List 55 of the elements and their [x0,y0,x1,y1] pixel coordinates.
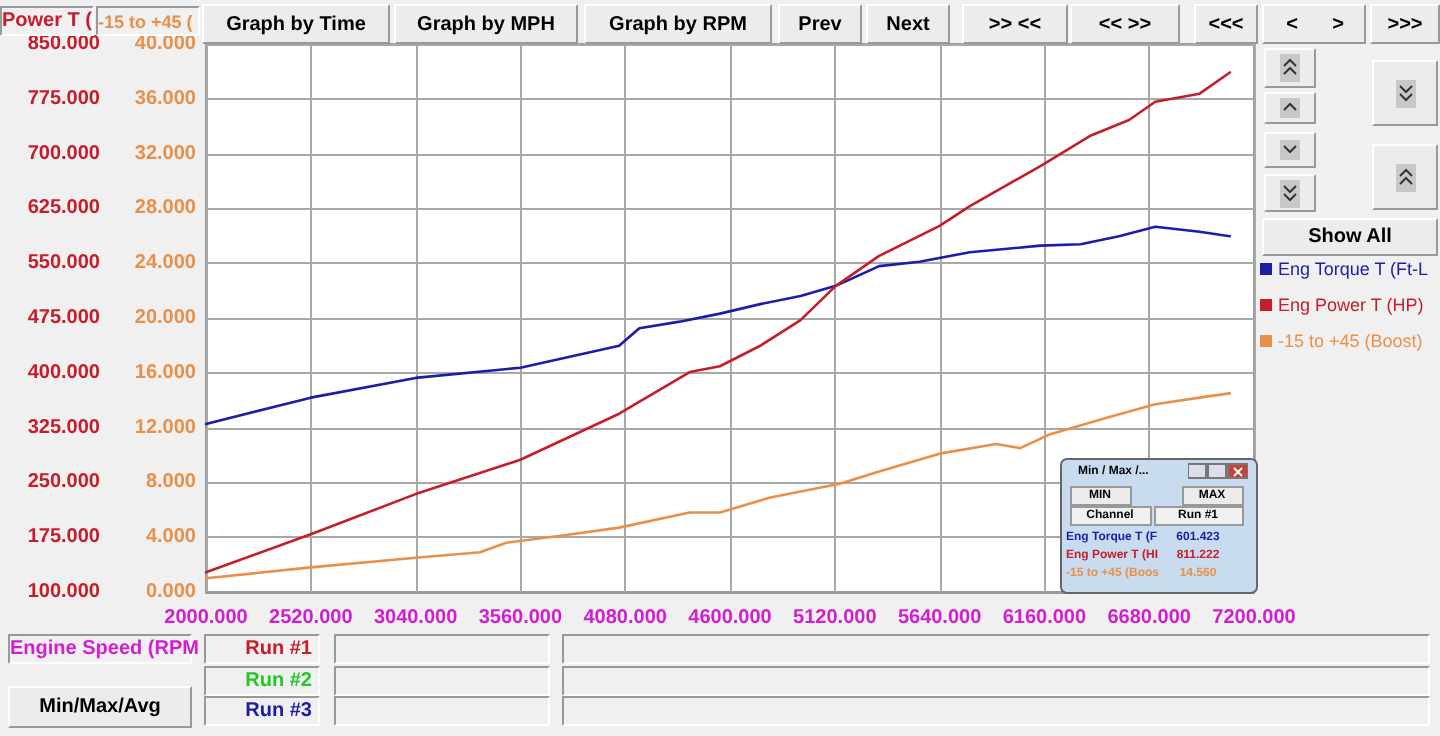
text: Graph by Time [202,4,390,44]
y-tick-label: 325.000 [27,416,101,439]
x-tick-label: 4080.000 [583,607,668,629]
y2-tick-label: 4.000 [145,526,197,549]
line-series [204,392,1232,580]
y2-tick-label: 36.000 [134,87,197,110]
y-tick-label: 175.000 [27,526,101,549]
x-tick-label: 2520.000 [269,607,354,629]
y-tick-label: 550.000 [27,252,101,275]
x-tick-label: 3560.000 [478,607,563,629]
y2-tick-label: 8.000 [145,471,197,494]
text: Prev [778,4,862,44]
text: >> << [962,4,1068,44]
x-axis-title: Engine Speed (RPM [8,636,199,664]
x-tick-label: 3040.000 [373,607,459,629]
x-tick-label: 4600.000 [688,607,773,629]
text: > [1330,11,1346,39]
text: Run #3 [204,696,320,726]
text: Min/Max/Avg [8,686,192,728]
x-tick-label: 5640.000 [897,607,983,629]
y2-tick-label: 12.000 [134,416,197,439]
text: Next [866,4,950,44]
y-tick-label: 625.000 [27,197,101,220]
text: Graph by MPH [394,4,578,44]
legend-label: -15 to +45 (Boost) [1278,331,1423,351]
y-tick-label: 100.000 [27,581,101,603]
y2-tick-label: 24.000 [134,252,197,275]
y-tick-label: 475.000 [27,307,101,329]
y-tick-label: 400.000 [27,361,101,384]
y2-tick-label: 0.000 [145,581,197,603]
x-tick-label: 7200.000 [1212,607,1297,629]
text: < [1284,11,1300,39]
x-tick-label: 6680.000 [1107,607,1192,629]
y-axis-title: Power T ( [0,6,94,36]
x-tick-label: 6160.000 [1002,607,1087,629]
text: Graph by RPM [584,4,772,44]
legend-label: Eng Torque T (Ft-L [1278,259,1429,279]
y2-tick-label: 28.000 [134,197,197,220]
y2-tick-label: 16.000 [134,361,197,384]
x-tick-label: 2000.000 [164,607,249,629]
text: << >> [1070,4,1180,44]
x-tick-label: 5120.000 [793,607,878,629]
y-tick-label: 775.000 [27,87,101,110]
line-series [204,225,1232,426]
text: Show All [1262,218,1438,256]
text: <<< [1194,4,1258,44]
y2-axis-title: -15 to +45 ( [96,6,200,36]
text: Run #1 [204,634,320,664]
y-tick-label: 700.000 [27,142,101,165]
y-tick-label: 250.000 [27,471,101,494]
text: Run #2 [204,666,320,696]
y2-tick-label: 20.000 [134,307,197,329]
legend-label: Eng Power T (HP) [1278,295,1424,315]
text: >>> [1370,4,1440,44]
y2-tick-label: 32.000 [134,142,197,165]
